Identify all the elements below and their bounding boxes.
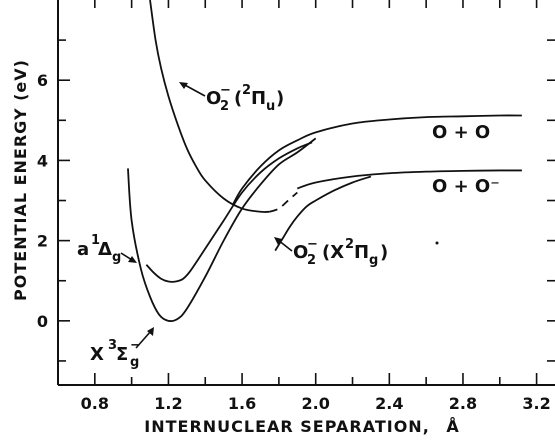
svg-text:): ) — [380, 242, 388, 263]
x-tick-label: 3.2 — [522, 394, 550, 413]
x-axis-title: INTERNUCLEAR SEPARATION, Å — [144, 417, 460, 436]
arrowhead-o2-minus-pi-u — [179, 82, 188, 89]
svg-text:a: a — [77, 239, 89, 260]
series-line-6 — [274, 175, 372, 252]
svg-text:g: g — [130, 355, 139, 370]
svg-text:X: X — [90, 344, 104, 365]
label-o2-minus-pi-u: O 2 − ( 2 Π u ) — [206, 83, 284, 114]
y-tick-label: 2 — [37, 232, 48, 251]
x-tick-label: 2.4 — [375, 394, 403, 413]
series-line-4 — [297, 169, 522, 190]
y-tick-label: 6 — [37, 71, 48, 90]
x-tick-label: 1.2 — [154, 394, 182, 413]
svg-text:2: 2 — [307, 253, 316, 268]
y-tick-label: 0 — [37, 312, 48, 331]
series-line-0 — [127, 137, 317, 322]
svg-text:3: 3 — [108, 338, 117, 353]
svg-text:−: − — [130, 338, 141, 353]
svg-text:Δ: Δ — [98, 239, 112, 260]
svg-text:(: ( — [234, 88, 242, 109]
y-tick-label: 4 — [37, 151, 48, 170]
svg-text:(X: (X — [322, 242, 344, 263]
x-tick-label: 2.0 — [302, 394, 330, 413]
svg-text:O: O — [293, 242, 308, 263]
svg-text:O: O — [206, 88, 221, 109]
arrow-o2-minus-x — [277, 239, 293, 252]
y-axis-title: POTENTIAL ENERGY (eV) — [11, 59, 30, 301]
svg-text:−: − — [307, 237, 318, 252]
arrowhead-o2-minus-x — [274, 237, 282, 245]
speck — [435, 241, 439, 245]
arrow-o2-minus-pi-u — [182, 83, 206, 97]
arrowhead-a-delta-g — [128, 256, 137, 263]
series-line-2 — [149, 0, 270, 213]
x-tick-label: 2.8 — [449, 394, 477, 413]
svg-text:−: − — [220, 83, 231, 98]
label-o2-minus-x-pi-g: O 2 − (X 2 Π g ) — [293, 237, 388, 268]
x-tick-label: 1.6 — [228, 394, 256, 413]
svg-text:Π: Π — [354, 242, 369, 263]
curves — [127, 0, 522, 322]
svg-text:1: 1 — [91, 233, 100, 248]
axes — [57, 0, 555, 386]
annotation-o-plus-o-minus: O + O⁻ — [432, 176, 500, 197]
svg-text:g: g — [112, 250, 121, 265]
tick-labels: 0.8 1.2 1.6 2.0 2.4 2.8 3.2 0 2 4 6 — [37, 71, 551, 413]
svg-text:Π: Π — [251, 88, 266, 109]
svg-text:): ) — [276, 88, 284, 109]
svg-text:2: 2 — [345, 237, 354, 252]
annotation-o-plus-o: O + O — [432, 122, 490, 143]
x-tick-label: 0.8 — [81, 394, 109, 413]
series-line-3 — [269, 191, 298, 213]
svg-text:u: u — [266, 99, 275, 114]
svg-text:2: 2 — [220, 99, 229, 114]
arrowhead-x-sigma-g — [147, 327, 154, 336]
svg-text:g: g — [369, 253, 378, 268]
arrow-x-sigma-g — [135, 330, 152, 349]
label-a-delta-g: a 1 Δ g — [77, 233, 121, 265]
series-line-5 — [232, 114, 522, 205]
label-x-sigma-g: X 3 Σ g − — [90, 338, 141, 370]
svg-text:Σ: Σ — [116, 344, 128, 365]
svg-text:2: 2 — [242, 83, 251, 98]
series-line-1 — [145, 141, 313, 283]
